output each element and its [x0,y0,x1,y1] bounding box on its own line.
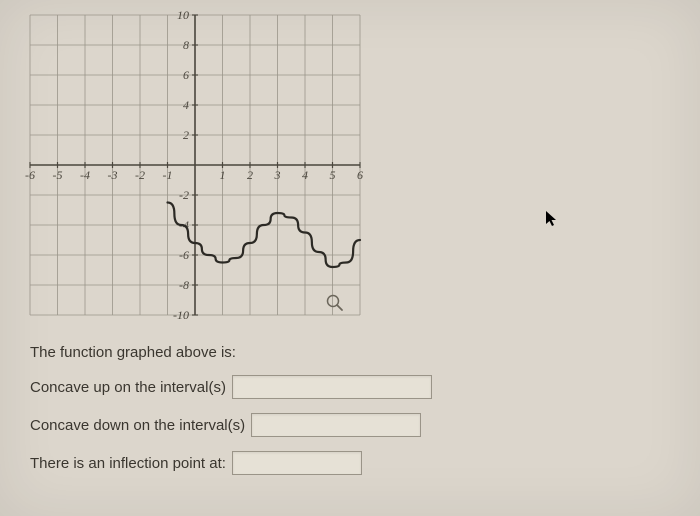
svg-text:-6: -6 [179,248,189,262]
svg-text:8: 8 [183,38,189,52]
svg-text:10: 10 [177,10,189,22]
svg-text:6: 6 [183,68,189,82]
cursor-icon [545,210,559,233]
graph-svg: -6-5-4-3-2-1123456108642-2-4-6-8-10 [20,10,370,320]
svg-text:-2: -2 [179,188,189,202]
concave-down-input[interactable] [251,413,421,437]
svg-text:-4: -4 [80,168,90,182]
svg-text:-10: -10 [173,308,189,320]
svg-text:5: 5 [330,168,336,182]
svg-text:3: 3 [274,168,281,182]
inflection-input[interactable] [232,451,362,475]
svg-text:4: 4 [302,168,308,182]
svg-text:2: 2 [247,168,253,182]
concave-up-label: Concave up on the interval(s) [30,379,226,396]
inflection-label: There is an inflection point at: [30,455,226,472]
concave-down-label: Concave down on the interval(s) [30,417,245,434]
svg-text:-1: -1 [163,168,173,182]
worksheet-page: -6-5-4-3-2-1123456108642-2-4-6-8-10 The … [0,0,700,516]
svg-text:-6: -6 [25,168,35,182]
magnifier-icon [326,294,344,317]
svg-text:4: 4 [183,98,189,112]
prompt-text: The function graphed above is: [30,344,236,361]
svg-text:6: 6 [357,168,363,182]
question-block: The function graphed above is: Concave u… [30,330,530,489]
svg-text:-8: -8 [179,278,189,292]
concave-up-input[interactable] [232,375,432,399]
svg-text:1: 1 [220,168,226,182]
svg-text:2: 2 [183,128,189,142]
svg-text:-3: -3 [108,168,118,182]
svg-text:-5: -5 [53,168,63,182]
function-graph: -6-5-4-3-2-1123456108642-2-4-6-8-10 [20,10,370,320]
svg-text:-2: -2 [135,168,145,182]
